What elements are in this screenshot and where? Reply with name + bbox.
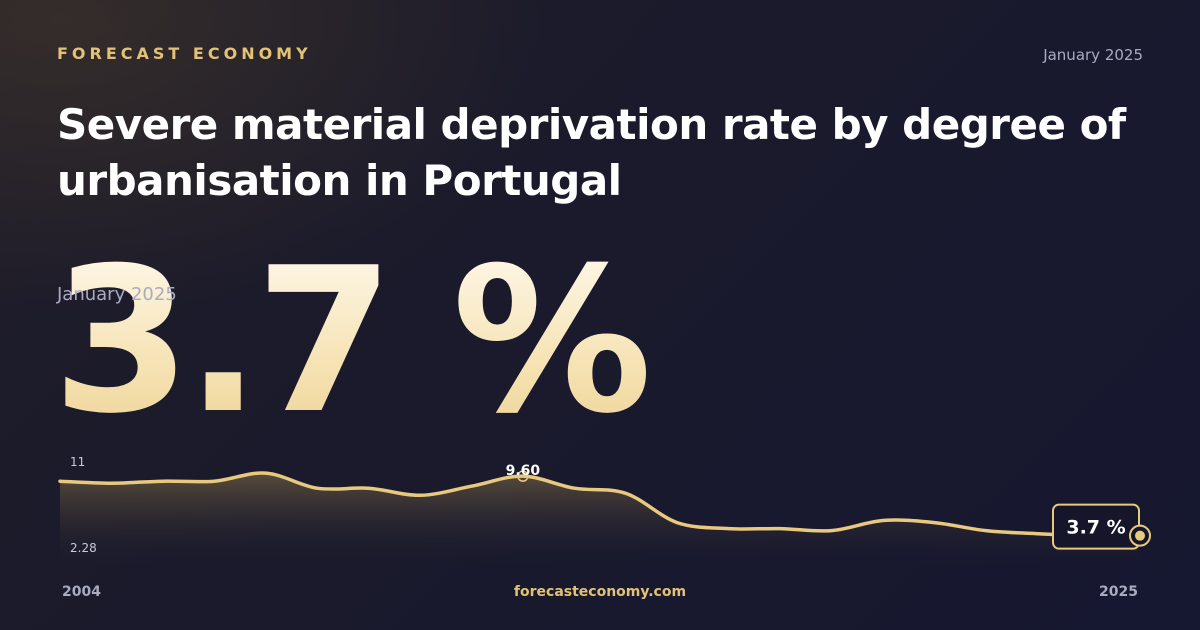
site-url[interactable]: forecasteconomy.com <box>513 584 687 600</box>
peak-marker <box>517 470 529 482</box>
page-title: Severe material deprivation rate by degr… <box>57 100 1126 205</box>
report-date: January 2025 <box>1043 46 1143 64</box>
y-tick-max: 11 <box>70 455 85 469</box>
brand-label: FORECAST ECONOMY <box>57 44 312 63</box>
x-tick-end: 2025 <box>1099 584 1138 600</box>
chart-series-line <box>58 471 1142 538</box>
x-tick-start: 2004 <box>62 584 101 600</box>
y-tick-min: 2.28 <box>70 541 97 555</box>
chart-area <box>60 472 1140 565</box>
peak-label: 9.60 <box>506 463 541 479</box>
last-value-label: 3.7 % <box>1066 517 1125 539</box>
headline-date: January 2025 <box>57 284 177 305</box>
last-point-dot <box>1135 530 1145 541</box>
headline-value: 3.7 % <box>52 225 652 458</box>
